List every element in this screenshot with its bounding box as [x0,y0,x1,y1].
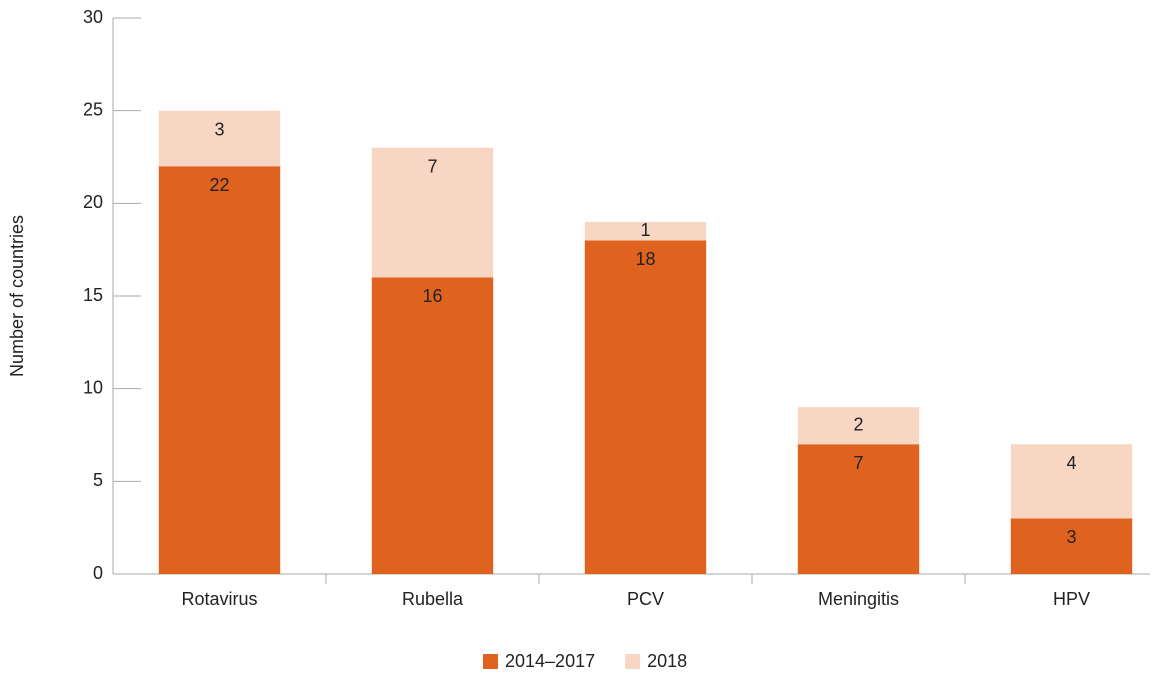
bar-segment [797,444,920,574]
x-tick-label: HPV [1053,589,1090,609]
value-label: 18 [635,249,655,269]
legend-label: 2014–2017 [505,651,595,671]
bar-segment [371,277,494,574]
bar-segment [1010,444,1133,519]
x-tick-label: Rotavirus [181,589,257,609]
value-label: 2 [853,414,863,434]
value-label: 16 [422,286,442,306]
y-tick-label: 30 [83,7,103,27]
value-label: 3 [1066,527,1076,547]
value-label: 22 [209,175,229,195]
bar-segment [797,407,920,445]
x-tick-label: Rubella [402,589,464,609]
y-tick-label: 0 [93,563,103,583]
value-label: 7 [427,156,437,176]
legend-label: 2018 [647,651,687,671]
y-tick-label: 25 [83,99,103,119]
bar-segment [158,110,281,167]
bar-segment [584,240,707,574]
bar-segment [158,166,281,574]
legend-swatch [625,654,641,669]
x-tick-label: PCV [627,589,664,609]
y-axis-label: Number of countries [7,215,27,377]
value-label: 4 [1066,453,1076,473]
y-tick-label: 15 [83,285,103,305]
value-label: 1 [640,220,650,240]
bar-segment [1010,518,1133,574]
y-tick-label: 20 [83,192,103,212]
bar-segment [371,147,494,278]
y-tick-label: 5 [93,470,103,490]
x-tick-label: Meningitis [818,589,899,609]
bar-segment [584,221,707,241]
value-label: 3 [214,119,224,139]
value-label: 7 [853,453,863,473]
legend-swatch [483,654,498,669]
y-tick-label: 10 [83,377,103,397]
